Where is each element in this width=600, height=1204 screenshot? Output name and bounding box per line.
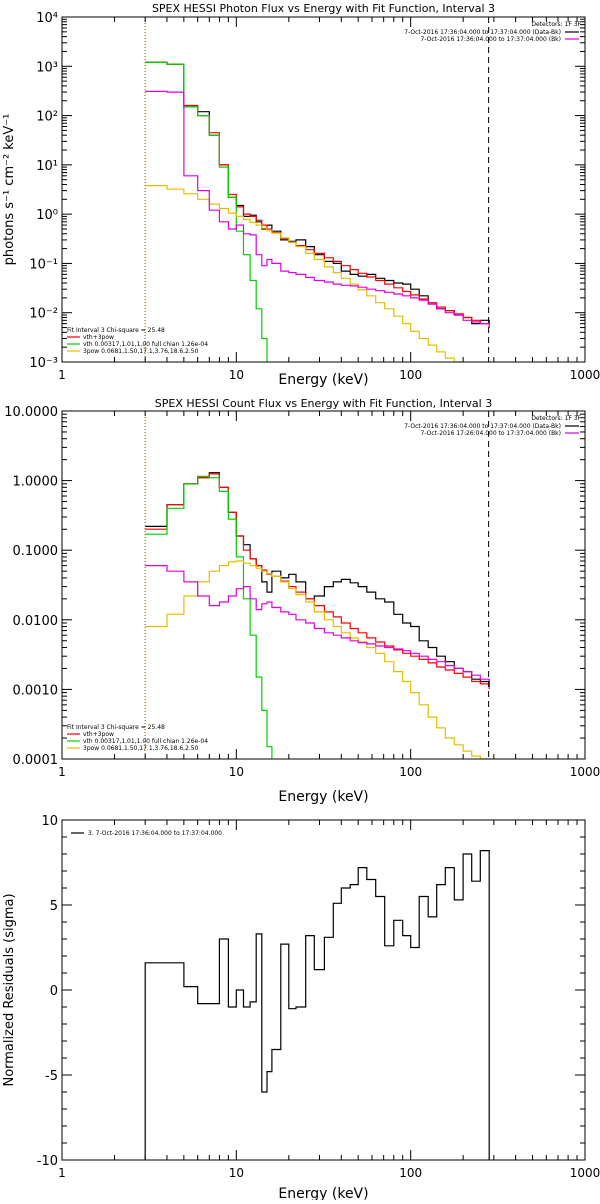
y-tick-label: 0.0001 — [13, 753, 59, 768]
x-tick-label: 100 — [399, 765, 422, 779]
fit-legend-text: vth 0.00317,1.01,1.00 full chian 1.26e-0… — [83, 341, 208, 348]
x-tick-label: 1 — [58, 1166, 66, 1180]
y-tick-label: 5 — [50, 899, 58, 914]
fit-legend-text: vth+3pow — [83, 731, 114, 738]
y-tick-label: 10² — [36, 110, 58, 125]
x-axis-label: Energy (keV) — [278, 1186, 368, 1200]
fit-legend-text: vth+3pow — [83, 334, 114, 341]
y-tick-label: 1.0000 — [13, 475, 59, 490]
series-group — [145, 61, 490, 362]
x-tick-label: 1 — [58, 368, 66, 382]
y-axis-label: Normalized Residuals (sigma) — [2, 893, 17, 1086]
y-tick-label: 10³ — [36, 60, 58, 75]
y-tick-label: 0.1000 — [13, 544, 59, 559]
x-tick-label: 1000 — [570, 368, 600, 382]
fit-legend-header: Fit Interval 3 Chi-square = 25.48 — [67, 327, 165, 334]
fit-legend-text: 3pow 0.0681,1.50,17.1,3.76,18.6,2.50 — [83, 348, 199, 355]
y-tick-label: 10⁰ — [36, 208, 58, 223]
time-legend-text: 7-Oct-2016 17:36:04.000 to 17:37:04.000 … — [404, 29, 561, 36]
x-tick-label: 10 — [229, 1166, 244, 1180]
y-tick-label: -5 — [45, 1069, 58, 1084]
y-tick-label: 10⁻³ — [29, 356, 58, 371]
x-tick-label: 1000 — [570, 1166, 600, 1180]
fit-legend-text: 3pow 0.0681,1.50,17.1,3.76,18.6,2.50 — [83, 745, 199, 752]
y-tick-label: 0.0100 — [13, 614, 59, 629]
y-tick-label: 10⁻¹ — [29, 257, 58, 272]
x-tick-label: 1 — [58, 765, 66, 779]
series-line-1 — [145, 61, 490, 325]
series-line-4 — [145, 560, 490, 759]
series-line-2 — [145, 61, 490, 328]
series-group — [144, 850, 490, 1160]
y-tick-label: 10⁴ — [36, 11, 58, 26]
chart-panel-3 — [61, 819, 586, 1161]
y-tick-label: 10⁻² — [29, 307, 58, 322]
x-tick-label: 1000 — [570, 765, 600, 779]
x-tick-label: 100 — [399, 368, 422, 382]
y-tick-label: 10¹ — [36, 159, 58, 174]
plot-frame — [61, 16, 586, 363]
y-tick-label: 10.0000 — [4, 405, 58, 420]
chart-title: SPEX HESSI Photon Flux vs Energy with Fi… — [152, 2, 495, 15]
y-tick-label: -10 — [37, 1154, 58, 1169]
chart-title: SPEX HESSI Count Flux vs Energy with Fit… — [155, 397, 492, 410]
y-tick-label: 0 — [50, 984, 58, 999]
chart-panel-2 — [61, 410, 586, 760]
x-tick-label: 10 — [229, 368, 244, 382]
series-line-5 — [145, 565, 490, 682]
fit-legend-header: Fit Interval 3 Chi-square = 25.48 — [67, 724, 165, 731]
series-line-1 — [144, 850, 490, 1160]
time-legend-text: 7-Oct-2016 17:36:04.000 to 17:37:04.000 … — [421, 36, 562, 43]
detectors-label: Detectors: 1F 3F — [531, 21, 581, 28]
series-group — [145, 472, 490, 759]
x-tick-label: 10 — [229, 765, 244, 779]
fit-legend-text: vth 0.00317,1.01,1.00 full chian 1.26e-0… — [83, 738, 208, 745]
y-tick-label: 10 — [41, 814, 58, 829]
series-line-1 — [145, 472, 490, 687]
plot-frame — [61, 819, 586, 1161]
y-tick-label: 0.0010 — [13, 683, 59, 698]
detectors-label: Detectors: 1F 3F — [531, 415, 581, 422]
series-line-3 — [145, 475, 273, 759]
y-axis-label: photons s⁻¹ cm⁻² keV⁻¹ — [2, 114, 17, 266]
x-axis-label: Energy (keV) — [278, 372, 368, 388]
time-legend-text: 3. 7-Oct-2016 17:36:04.000 to 17:37:04.0… — [88, 830, 222, 837]
series-line-4 — [145, 185, 464, 362]
time-legend-text: 7-Oct-2016 17:36:04.000 to 17:37:04.000 … — [404, 423, 561, 430]
plot-frame — [61, 410, 586, 760]
chart-panel-1 — [61, 16, 586, 363]
series-line-5 — [145, 90, 490, 328]
time-legend-text: 7-Oct-2016 17:26:04.000 to 17:37:04.000 … — [421, 430, 562, 437]
x-axis-label: Energy (keV) — [278, 789, 368, 805]
x-tick-label: 100 — [399, 1166, 422, 1180]
